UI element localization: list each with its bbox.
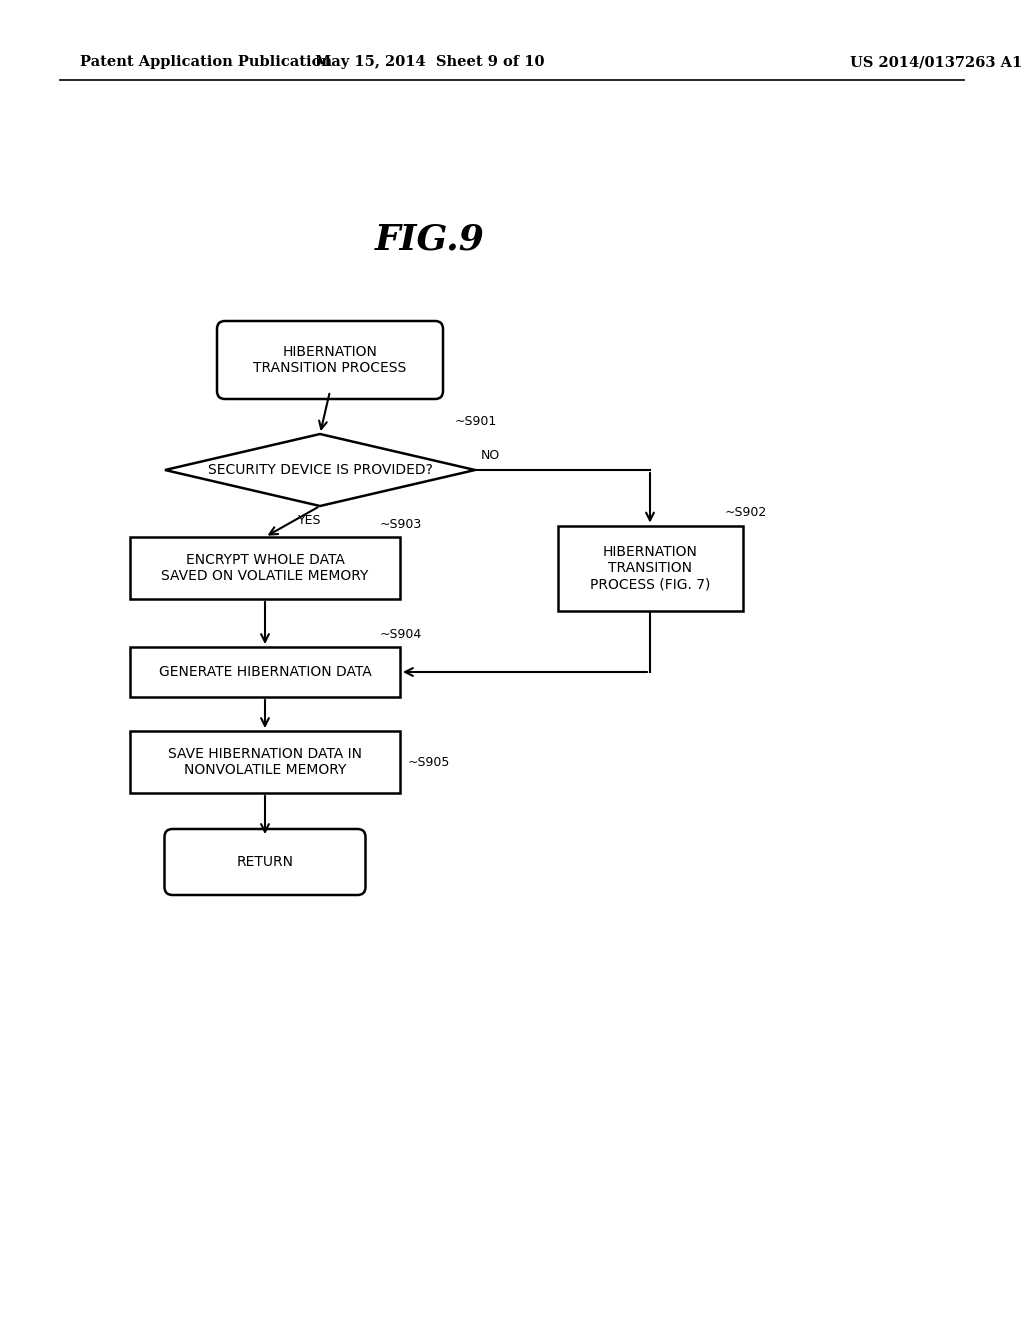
Text: YES: YES: [298, 513, 322, 527]
Text: HIBERNATION
TRANSITION
PROCESS (FIG. 7): HIBERNATION TRANSITION PROCESS (FIG. 7): [590, 545, 711, 591]
Text: NO: NO: [481, 449, 501, 462]
Text: ENCRYPT WHOLE DATA
SAVED ON VOLATILE MEMORY: ENCRYPT WHOLE DATA SAVED ON VOLATILE MEM…: [162, 553, 369, 583]
Text: US 2014/0137263 A1: US 2014/0137263 A1: [850, 55, 1022, 69]
Text: ~S905: ~S905: [408, 755, 451, 768]
Text: ~S901: ~S901: [455, 414, 498, 428]
Text: ~S903: ~S903: [380, 517, 422, 531]
Text: Patent Application Publication: Patent Application Publication: [80, 55, 332, 69]
Bar: [130, 537, 400, 599]
Bar: [130, 731, 400, 793]
Text: HIBERNATION
TRANSITION PROCESS: HIBERNATION TRANSITION PROCESS: [253, 345, 407, 375]
Text: RETURN: RETURN: [237, 855, 294, 869]
Polygon shape: [165, 434, 475, 506]
Text: May 15, 2014  Sheet 9 of 10: May 15, 2014 Sheet 9 of 10: [315, 55, 545, 69]
Bar: [130, 647, 400, 697]
Text: ~S904: ~S904: [380, 628, 422, 642]
Text: FIG.9: FIG.9: [375, 223, 485, 257]
Text: ~S902: ~S902: [725, 507, 767, 520]
Text: SAVE HIBERNATION DATA IN
NONVOLATILE MEMORY: SAVE HIBERNATION DATA IN NONVOLATILE MEM…: [168, 747, 362, 777]
FancyBboxPatch shape: [217, 321, 443, 399]
Text: GENERATE HIBERNATION DATA: GENERATE HIBERNATION DATA: [159, 665, 372, 678]
FancyBboxPatch shape: [165, 829, 366, 895]
Bar: [557, 525, 742, 610]
Text: SECURITY DEVICE IS PROVIDED?: SECURITY DEVICE IS PROVIDED?: [208, 463, 432, 477]
